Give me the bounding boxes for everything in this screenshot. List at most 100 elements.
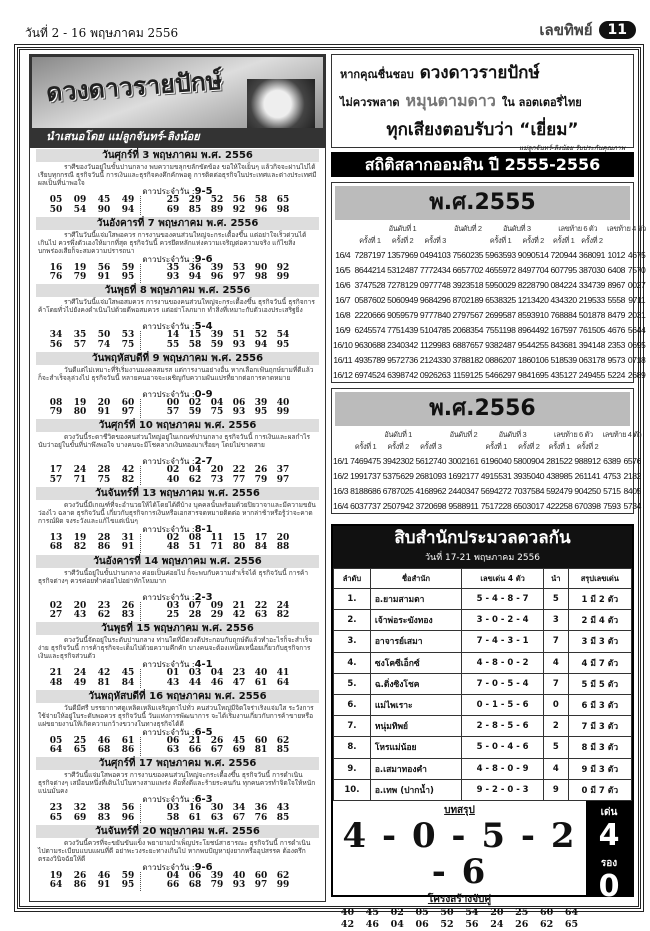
result-cell: 592479 — [546, 485, 573, 496]
banner-title: ดวงดาวรายปักษ์ — [45, 65, 224, 108]
page-frame — [14, 44, 644, 912]
lucky-number: 51 — [188, 542, 202, 553]
number-divider — [140, 196, 162, 215]
year-label: พ.ศ.2556 — [335, 392, 630, 426]
lucky-number: 75 — [210, 407, 224, 418]
result-cell: 2681093 — [415, 470, 447, 481]
group-header: อันดับที่ 3 — [498, 430, 527, 439]
lucky-number: 19 — [73, 397, 87, 408]
result-cell: 4675 — [627, 249, 646, 260]
day-forecast: ราศีในวันนี้แจ่มใสพอควร การงานของคนส่วนใ… — [38, 230, 307, 255]
header-cell — [332, 223, 354, 235]
star-value: 8-1 — [194, 523, 213, 535]
table-cell: 5. — [333, 672, 371, 695]
lucky-number: 69 — [232, 745, 246, 756]
lucky-number: 46 — [210, 677, 224, 688]
result-cell: 518539 — [550, 354, 577, 365]
sub-header-row: ครั้งที่ 1 ครั้งที่ 2 ครั้งที่ 3 ครั้งที่ 1… — [332, 441, 643, 453]
lucky-number: 61 — [121, 735, 135, 746]
result-cell: 2182 — [623, 470, 642, 481]
day-title: วันพฤหัสบดีที่ 16 พฤษภาคม พ.ศ. 2556 — [36, 689, 319, 703]
star-label: ดาวประจำวัน : — [142, 524, 195, 534]
lucky-number: 13 — [49, 532, 63, 543]
result-cell: 9777840 — [419, 309, 451, 320]
promo-feature-name: หมุนตามดาว — [405, 91, 496, 110]
sub-header: ครั้งที่ 2 — [387, 442, 409, 451]
group-header: อันดับที่ 1 — [384, 430, 412, 439]
result-cell: 8405 — [623, 485, 642, 496]
table-cell: 3 - 0 - 2 - 4 — [461, 609, 545, 632]
result-cell: 6398742 — [387, 369, 418, 380]
lucky-number: 98 — [254, 272, 268, 283]
results-table: อันดับที่ 1 อันดับที่ 2 อันดับที่ 3 เลขท้าย… — [332, 223, 647, 382]
result-cell: 0494103 — [419, 249, 451, 260]
lucky-number: 73 — [210, 474, 224, 485]
result-cell: 9382487 — [485, 339, 516, 350]
lucky-number: 45 — [232, 735, 246, 746]
table-cell: 4. — [333, 651, 371, 674]
sub-header — [447, 441, 480, 453]
lucky-number: 22 — [232, 465, 246, 476]
lucky-number: 23 — [97, 600, 111, 611]
result-cell: 6503017 — [513, 500, 545, 511]
result-cell: 394148 — [578, 339, 606, 350]
lucky-number: 79 — [73, 272, 87, 283]
results-row: 16/10 9630688 2340342 1129983 6887657 9382487… — [332, 337, 647, 352]
day-section: วันจันทร์ที่ 20 พฤษภาคม พ.ศ. 2556 ดวงวันน… — [30, 824, 325, 892]
lucky-number: 97 — [121, 407, 135, 418]
lucky-number: 42 — [97, 668, 111, 679]
lucky-number: 26 — [254, 465, 268, 476]
lucky-number: 04 — [210, 397, 224, 408]
year-block: พ.ศ.2556 อันดับที่ 1 อันดับที่ 2 อันดับที่ … — [331, 388, 642, 514]
table-cell: ฉ.ดิ่งซิงโชค — [369, 672, 463, 695]
table-cell: 8. — [333, 736, 371, 759]
lucky-number: 48 — [166, 542, 180, 553]
result-cell: 7570 — [627, 264, 646, 275]
result-cell: 2507942 — [382, 500, 414, 511]
result-cell: 219533 — [578, 294, 606, 305]
result-cell: 7287197 — [354, 249, 386, 260]
group-header-row: อันดับที่ 1 อันดับที่ 2 อันดับที่ 3 เลขท้าย… — [332, 429, 643, 441]
result-cell: 2440347 — [448, 485, 479, 496]
lucky-number: 60 — [254, 735, 268, 746]
table-cell: 6 มี 3 ตัว — [567, 693, 633, 717]
lucky-number: 17 — [254, 532, 268, 543]
day-forecast: วันดีมีศรี บรรยากาศดูเหลิดเหลิมเจริญตาไป… — [38, 703, 314, 728]
day-section: วันศุกร์ที่ 3 พฤษภาคม พ.ศ. 2556 ราศีของวั… — [30, 148, 325, 216]
result-cell: 0587602 — [354, 294, 386, 305]
group-header: อันดับที่ 3 — [502, 224, 531, 233]
lucky-number: 79 — [210, 880, 224, 891]
result-cell: 7037584 — [513, 485, 545, 496]
day-forecast: ราศีในวันนี้แจ่มใสพอสมควร การงานของคนส่ว… — [38, 298, 315, 315]
result-cell: 2220666 — [354, 309, 386, 320]
table-cell: 10. — [333, 778, 371, 801]
day-forecast: ดวงวันนี้ควรที่จะขยันขันแข็ง พยายามบำเพ็… — [38, 838, 311, 863]
number-divider — [140, 466, 162, 486]
lucky-number: 04 — [166, 870, 180, 881]
pair-number: 25 — [515, 906, 529, 918]
star-label: ดาวประจำวัน : — [142, 660, 195, 670]
result-cell: 1129983 — [420, 339, 451, 350]
day-forecast: ราศีวันนี้แจ่มใสพอควร การงานของคนส่วนใหญ… — [38, 771, 316, 796]
day-star: ดาวประจำวัน :8-1 — [30, 523, 325, 535]
result-cell: 5715 — [603, 485, 621, 496]
lucky-number: 58 — [166, 812, 180, 823]
result-cell: 5950029 — [485, 279, 516, 290]
lucky-number: 26 — [210, 735, 224, 746]
results-row: 16/9 6245574 7751439 5104785 2068354 7551198 8… — [332, 322, 647, 337]
lucky-number: 92 — [232, 204, 246, 215]
lucky-number: 19 — [73, 532, 87, 543]
star-value: 2-3 — [194, 591, 213, 603]
star-label: ดาวประจำวัน : — [142, 254, 195, 264]
number-divider — [140, 804, 162, 824]
lucky-number: 82 — [276, 610, 290, 621]
lucky-number: 83 — [97, 812, 111, 823]
day-section: วันพุธที่ 8 พฤษภาคม พ.ศ. 2556 ราศีในวันนี… — [30, 283, 325, 351]
sub-header: ครั้งที่ 2 — [391, 236, 414, 245]
table-cell: 7 — [543, 630, 569, 653]
lucky-number: 36 — [188, 262, 202, 273]
lucky-number: 71 — [73, 474, 87, 485]
lucky-number: 97 — [254, 880, 268, 891]
lucky-number: 83 — [121, 610, 135, 621]
number-divider — [140, 601, 162, 621]
